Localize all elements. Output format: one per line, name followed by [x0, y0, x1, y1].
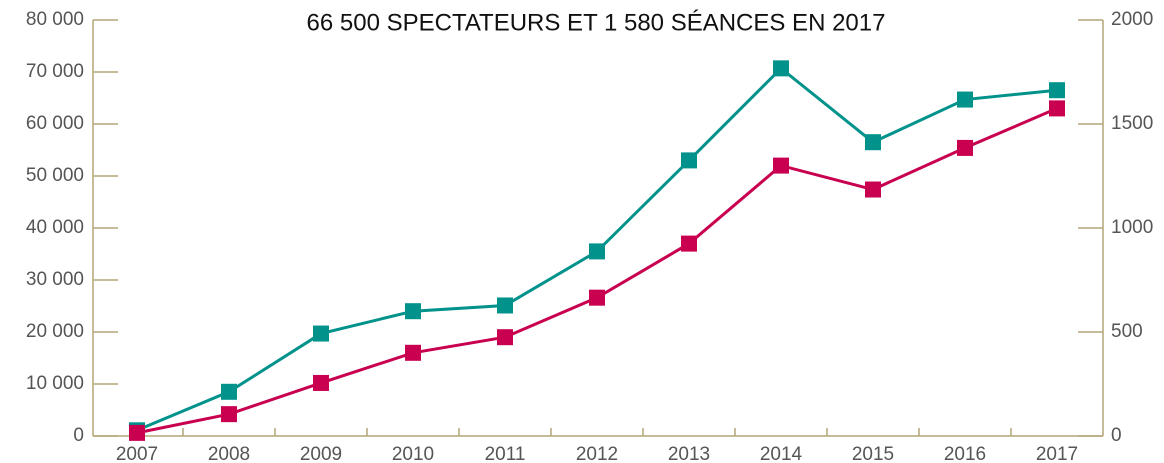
y-tick-label: 20 000	[26, 321, 84, 342]
y-tick-label: 80 000	[26, 9, 84, 30]
point-marker	[129, 424, 145, 441]
point-marker	[773, 60, 789, 77]
x-tick-label: 2017	[1036, 444, 1078, 463]
point-marker	[589, 243, 605, 260]
x-tick-label: 2013	[668, 444, 710, 463]
point-marker	[1049, 100, 1065, 117]
point-marker	[497, 297, 513, 314]
point-marker	[221, 406, 237, 423]
y2-tick-label: 1000	[1111, 217, 1153, 238]
point-marker	[865, 134, 881, 151]
y2-tick-label: 0	[1111, 425, 1122, 446]
x-tick-label: 2014	[760, 444, 803, 463]
y2-tick-label: 500	[1111, 321, 1143, 342]
x-tick-label: 2011	[485, 444, 526, 463]
point-marker	[865, 181, 881, 198]
point-marker	[957, 139, 973, 156]
x-tick-label: 2008	[208, 444, 250, 463]
point-marker	[221, 383, 237, 400]
y-tick-label: 60 000	[26, 113, 84, 134]
point-marker	[589, 289, 605, 306]
x-tick-label: 2012	[576, 444, 618, 463]
y-tick-label: 70 000	[26, 61, 84, 82]
x-tick-label: 2016	[944, 444, 986, 463]
point-marker	[681, 152, 697, 169]
y-tick-label: 50 000	[26, 165, 84, 186]
y-tick-label: 0	[73, 425, 84, 446]
x-tick-label: 2007	[116, 444, 158, 463]
y-tick-label: 10 000	[26, 373, 84, 394]
y-tick-label: 40 000	[26, 217, 84, 238]
y-tick-label: 30 000	[26, 269, 84, 290]
point-marker	[405, 344, 421, 361]
series-line	[136, 107, 1058, 435]
point-marker	[681, 235, 697, 252]
y2-tick-label: 2000	[1111, 9, 1153, 30]
point-marker	[773, 157, 789, 174]
x-tick-label: 2010	[392, 444, 434, 463]
x-tick-label: 2015	[852, 444, 894, 463]
point-marker	[313, 374, 329, 391]
point-marker	[1049, 82, 1065, 99]
chart-title: 66 500 SPECTATEURS ET 1 580 SÉANCES EN 2…	[307, 9, 886, 36]
y2-tick-label: 1500	[1111, 113, 1153, 134]
point-marker	[313, 325, 329, 342]
point-marker	[405, 303, 421, 320]
x-tick-label: 2009	[300, 444, 342, 463]
point-marker	[497, 329, 513, 346]
point-marker	[957, 91, 973, 108]
